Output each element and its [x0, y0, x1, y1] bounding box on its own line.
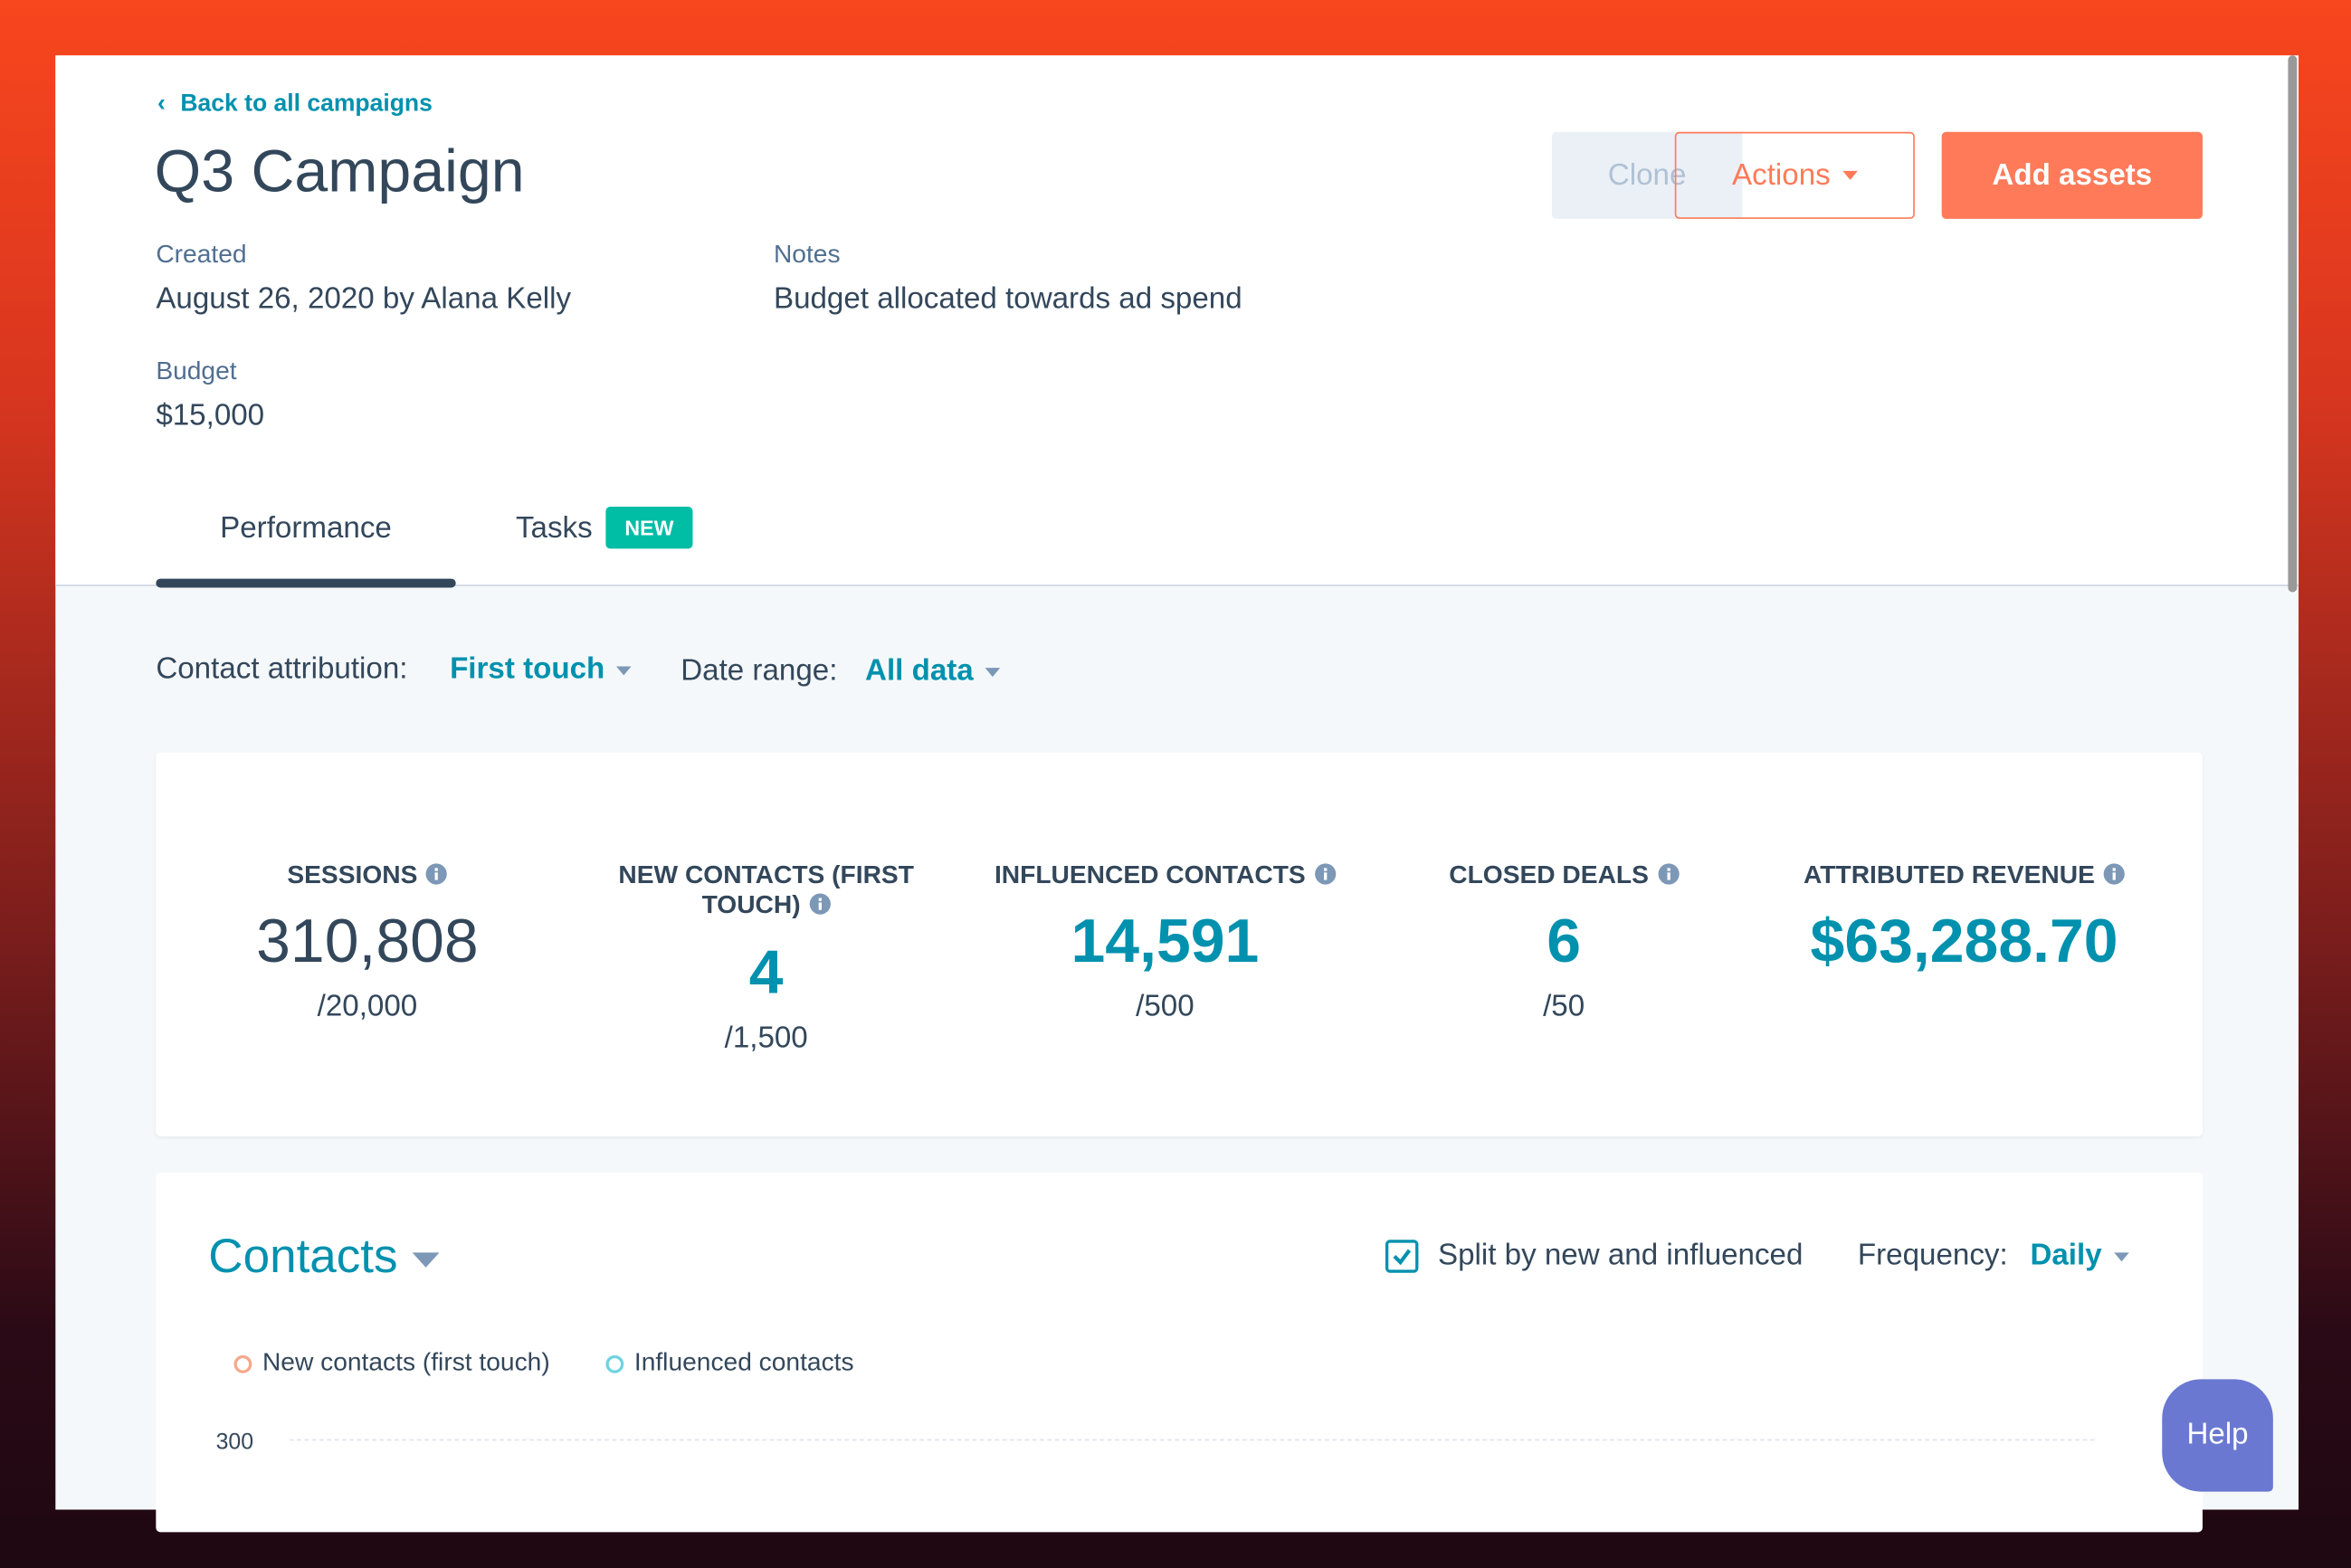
kpi-label: NEW CONTACTS (FIRST TOUCH) — [609, 860, 924, 920]
tab-performance[interactable]: Performance — [220, 511, 392, 546]
actions-button[interactable]: Actions — [1674, 131, 1915, 219]
new-badge: NEW — [605, 507, 693, 549]
caret — [2113, 1251, 2129, 1261]
grid-line — [289, 1439, 2095, 1441]
kpi-label-text: NEW CONTACTS (FIRST TOUCH) — [618, 860, 914, 919]
kpi-label-text: CLOSED DEALS — [1449, 860, 1649, 889]
chart-title-dropdown[interactable]: Contacts — [208, 1229, 440, 1284]
kpi-goal: /500 — [1136, 990, 1195, 1023]
kpi-value: 6 — [1547, 906, 1582, 975]
info-icon — [809, 893, 831, 915]
legend-marker — [233, 1354, 252, 1373]
detail-label: Notes — [773, 240, 841, 269]
frequency-label: Frequency: — [1857, 1239, 2008, 1272]
kpi-label-text: INFLUENCED CONTACTS — [994, 860, 1306, 889]
info-icon — [1314, 863, 1336, 885]
filter-dropdown[interactable]: All data — [865, 654, 1001, 689]
filter-label: Contact attribution: — [156, 652, 408, 687]
caret — [985, 667, 1001, 677]
help-text: Help — [2186, 1418, 2249, 1451]
filter-label: Date range: — [681, 654, 838, 688]
caret — [413, 1251, 440, 1268]
button-label: Clone — [1607, 157, 1687, 192]
kpi-value: 14,591 — [1071, 906, 1260, 975]
frequency-dropdown[interactable]: Daily — [2030, 1239, 2129, 1273]
kpi-card — [156, 752, 2203, 1136]
y-tick-label: 300 — [215, 1429, 254, 1456]
kpi-label-text: SESSIONS — [287, 860, 418, 889]
kpi-label: INFLUENCED CONTACTS — [940, 860, 1390, 890]
header-panel — [55, 55, 2299, 586]
kpi-goal: /20,000 — [317, 990, 418, 1023]
frequency-value[interactable]: Daily — [2030, 1239, 2102, 1272]
chart-card — [156, 1172, 2203, 1533]
info-icon — [2103, 863, 2126, 885]
checkbox[interactable] — [1385, 1240, 1419, 1273]
tab-tasks[interactable]: Tasks — [515, 511, 593, 546]
kpi-goal: /50 — [1543, 990, 1585, 1023]
info-icon — [426, 863, 448, 885]
button-label: Actions — [1732, 157, 1831, 192]
detail-label: Created — [156, 240, 247, 269]
detail-value: August 26, 2020 by Alana Kelly — [156, 282, 572, 316]
kpi-value: 310,808 — [256, 906, 479, 975]
legend-label: Influenced contacts — [633, 1347, 854, 1377]
caret — [1842, 170, 1858, 180]
checkmark — [1393, 1249, 1412, 1266]
detail-value: Budget allocated towards ad spend — [773, 282, 1242, 316]
info-icon — [1657, 863, 1680, 885]
tab-underline — [156, 578, 456, 588]
clone-button[interactable]: Clone — [1551, 131, 1743, 219]
detail-value: $15,000 — [156, 399, 265, 433]
filter-dropdown[interactable]: First touch — [450, 652, 633, 688]
back-link[interactable]: ‹ Back to all campaigns — [157, 91, 433, 118]
add-assets-button[interactable]: Add assets — [1941, 131, 2203, 219]
help-button[interactable]: Help — [2162, 1379, 2273, 1492]
legend-label: New contacts (first touch) — [262, 1347, 550, 1377]
kpi-value: 4 — [748, 937, 784, 1007]
button-label: Add assets — [1992, 157, 2153, 192]
kpi-value: $63,288.70 — [1810, 906, 2118, 975]
badge-text: NEW — [624, 515, 674, 540]
caret — [616, 666, 633, 675]
chart-title[interactable]: Contacts — [208, 1228, 398, 1283]
back-link-text[interactable]: Back to all campaigns — [180, 91, 433, 118]
scrollbar — [2288, 55, 2298, 593]
kpi-label: CLOSED DEALS — [1339, 860, 1789, 890]
page-title: Q3 Campaign — [154, 138, 525, 205]
kpi-label: ATTRIBUTED REVENUE — [1739, 860, 2189, 890]
filter-value[interactable]: All data — [865, 654, 974, 688]
filter-value[interactable]: First touch — [450, 652, 605, 687]
detail-label: Budget — [156, 356, 237, 385]
kpi-label: SESSIONS — [142, 860, 592, 890]
checkbox-label[interactable]: Split by new and influenced — [1437, 1239, 1804, 1272]
kpi-goal: /1,500 — [724, 1022, 808, 1055]
legend-marker — [605, 1354, 624, 1373]
kpi-label-text: ATTRIBUTED REVENUE — [1804, 860, 2095, 889]
